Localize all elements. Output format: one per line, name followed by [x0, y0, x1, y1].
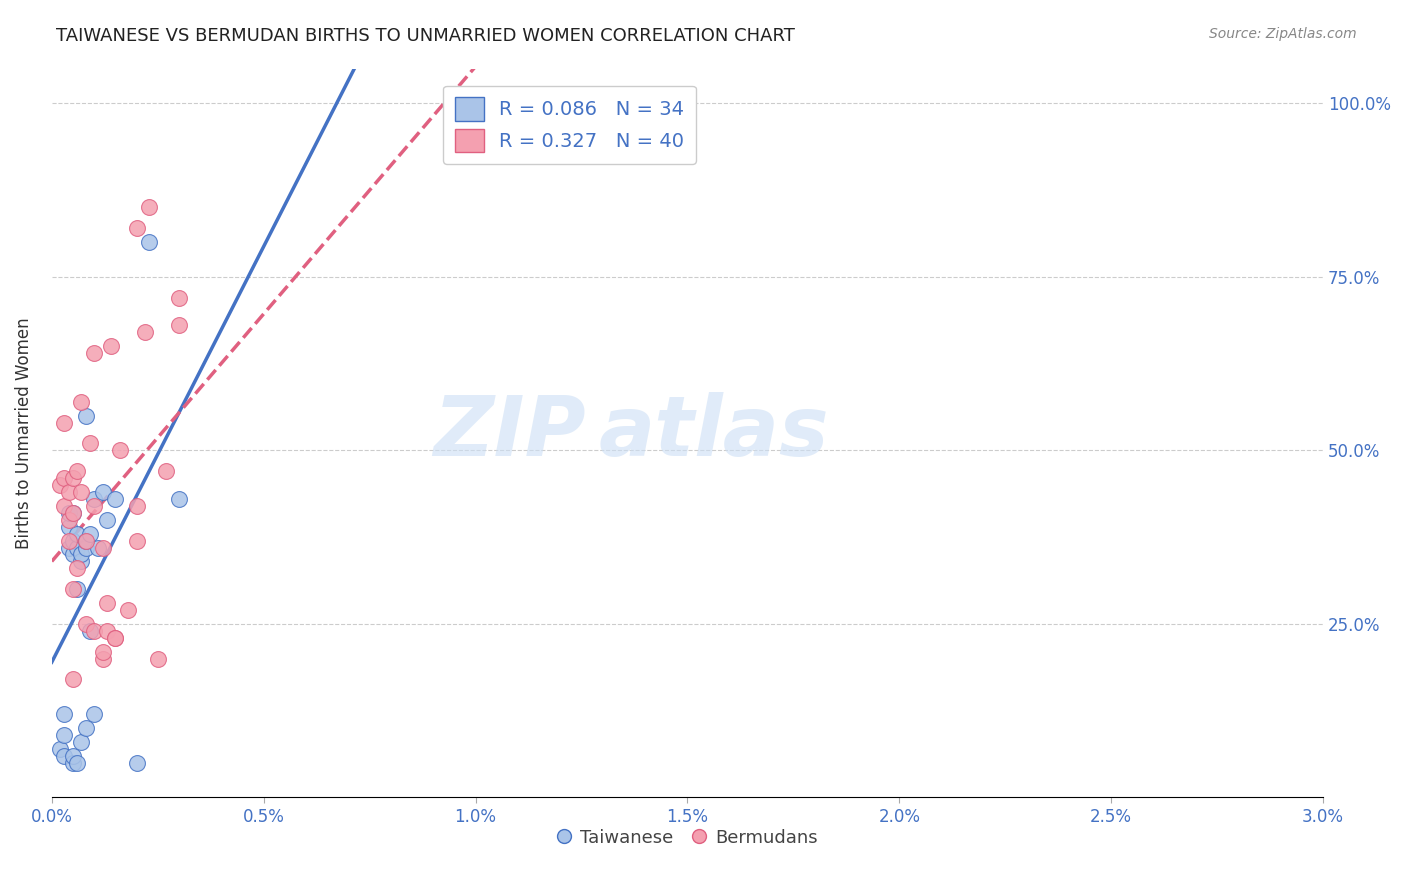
Point [83, 491, 105, 506]
Point [62, 506, 84, 520]
Point [138, 235, 160, 249]
Point [104, 491, 127, 506]
Point [58, 485, 80, 500]
Point [79, 624, 101, 638]
Point [134, 326, 156, 340]
Point [75, 533, 97, 548]
Point [70, 548, 93, 562]
Point [91, 485, 114, 500]
Point [62, 548, 84, 562]
Point [53, 728, 76, 742]
Point [70, 735, 93, 749]
Point [53, 707, 76, 722]
Point [125, 756, 148, 770]
Point [91, 645, 114, 659]
Point [91, 651, 114, 665]
Point [125, 221, 148, 235]
Point [167, 318, 190, 333]
Text: TAIWANESE VS BERMUDAN BIRTHS TO UNMARRIED WOMEN CORRELATION CHART: TAIWANESE VS BERMUDAN BIRTHS TO UNMARRIE… [56, 27, 796, 45]
Point [66, 561, 89, 575]
Point [53, 471, 76, 485]
Point [79, 436, 101, 450]
Y-axis label: Births to Unmarried Women: Births to Unmarried Women [15, 318, 32, 549]
Point [100, 339, 122, 353]
Point [155, 464, 177, 478]
Point [104, 631, 127, 645]
Point [70, 394, 93, 409]
Point [83, 707, 105, 722]
Point [167, 491, 190, 506]
Point [62, 533, 84, 548]
Point [62, 506, 84, 520]
Point [58, 513, 80, 527]
Point [125, 533, 148, 548]
Point [66, 756, 89, 770]
Point [75, 721, 97, 735]
Point [58, 541, 80, 555]
Point [138, 200, 160, 214]
Point [49, 478, 72, 492]
Point [62, 582, 84, 597]
Point [66, 526, 89, 541]
Point [62, 673, 84, 687]
Point [58, 533, 80, 548]
Legend: Taiwanese, Bermudans: Taiwanese, Bermudans [550, 822, 825, 854]
Point [53, 748, 76, 763]
Point [62, 748, 84, 763]
Point [83, 499, 105, 513]
Point [53, 499, 76, 513]
Point [104, 631, 127, 645]
Point [91, 541, 114, 555]
Point [125, 499, 148, 513]
Point [75, 616, 97, 631]
Point [58, 506, 80, 520]
Point [96, 513, 118, 527]
Point [66, 541, 89, 555]
Point [146, 651, 169, 665]
Point [75, 541, 97, 555]
Point [108, 443, 131, 458]
Point [62, 756, 84, 770]
Point [96, 596, 118, 610]
Point [53, 416, 76, 430]
Point [75, 533, 97, 548]
Point [83, 624, 105, 638]
Point [66, 464, 89, 478]
Point [62, 471, 84, 485]
Text: Source: ZipAtlas.com: Source: ZipAtlas.com [1209, 27, 1357, 41]
Point [167, 291, 190, 305]
Point [70, 554, 93, 568]
Point [96, 624, 118, 638]
Point [87, 541, 110, 555]
Text: ZIP: ZIP [433, 392, 586, 474]
Point [83, 346, 105, 360]
Text: atlas: atlas [599, 392, 830, 474]
Point [117, 603, 139, 617]
Point [66, 582, 89, 597]
Point [58, 519, 80, 533]
Point [49, 742, 72, 756]
Point [70, 485, 93, 500]
Point [75, 409, 97, 423]
Point [79, 526, 101, 541]
